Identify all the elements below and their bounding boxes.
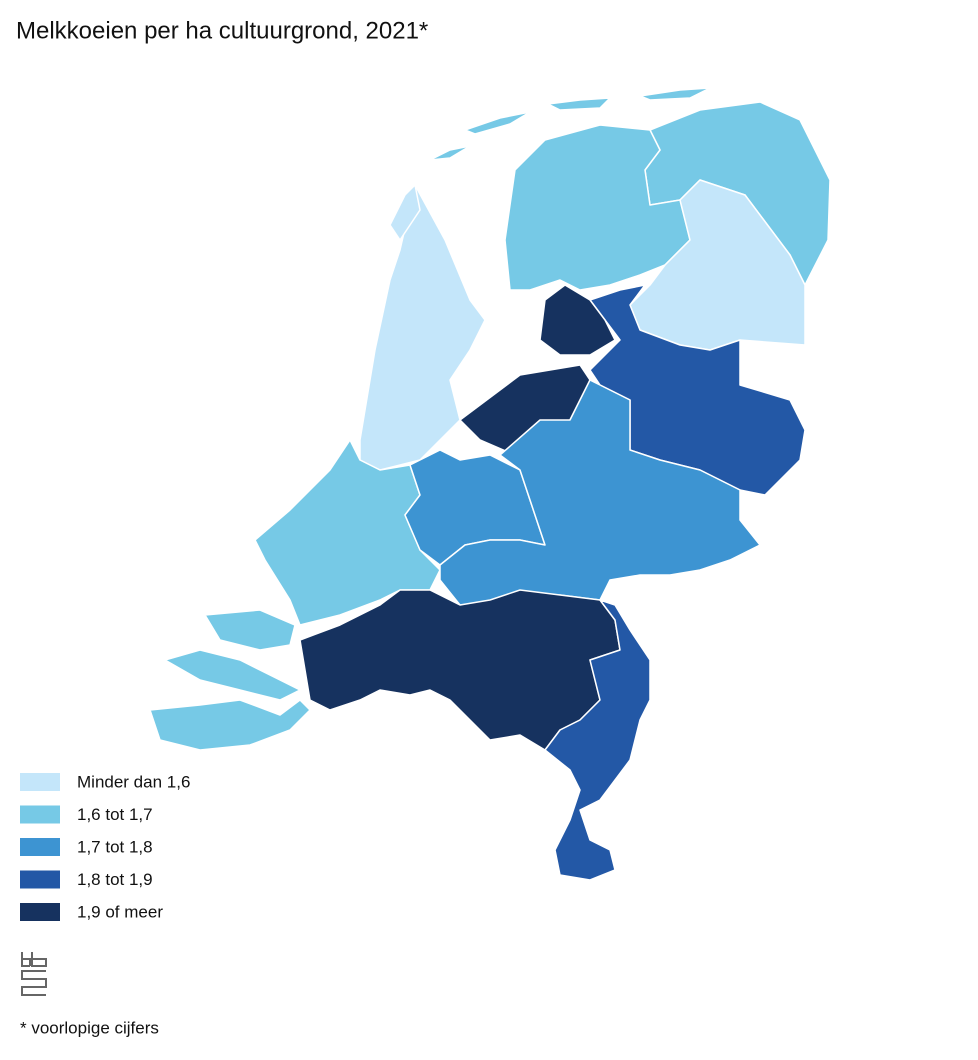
regions (149, 87, 831, 881)
region (639, 87, 711, 101)
region (359, 184, 486, 471)
legend-swatch (20, 903, 60, 921)
cbs-logo (21, 952, 47, 996)
region (539, 284, 616, 356)
logo-b (31, 952, 47, 967)
region (439, 379, 761, 606)
region (504, 124, 691, 291)
footnote: * voorlopige cijfers (20, 1018, 159, 1037)
legend-label: 1,7 tot 1,8 (77, 837, 153, 856)
map-title: Melkkoeien per ha cultuurgrond, 2021* (16, 17, 428, 44)
region (164, 649, 301, 701)
logo-s (21, 970, 47, 996)
region (429, 145, 471, 161)
legend-swatch (20, 870, 60, 889)
region (389, 184, 421, 241)
legend-swatch (20, 838, 60, 856)
region (544, 599, 651, 881)
legend-label: Minder dan 1,6 (77, 772, 190, 791)
legend: Minder dan 1,6 1,6 tot 1,7 1,7 tot 1,8 1,8 … (20, 772, 190, 921)
logo-c (21, 952, 31, 967)
legend-label: 1,8 tot 1,9 (77, 870, 153, 889)
legend-label: 1,6 tot 1,7 (77, 805, 153, 824)
region (547, 97, 611, 111)
region (464, 111, 531, 135)
region (149, 699, 311, 751)
region (204, 609, 296, 651)
legend-label: 1,9 of meer (77, 902, 163, 921)
legend-swatch (20, 773, 60, 791)
legend-swatch (20, 805, 60, 824)
